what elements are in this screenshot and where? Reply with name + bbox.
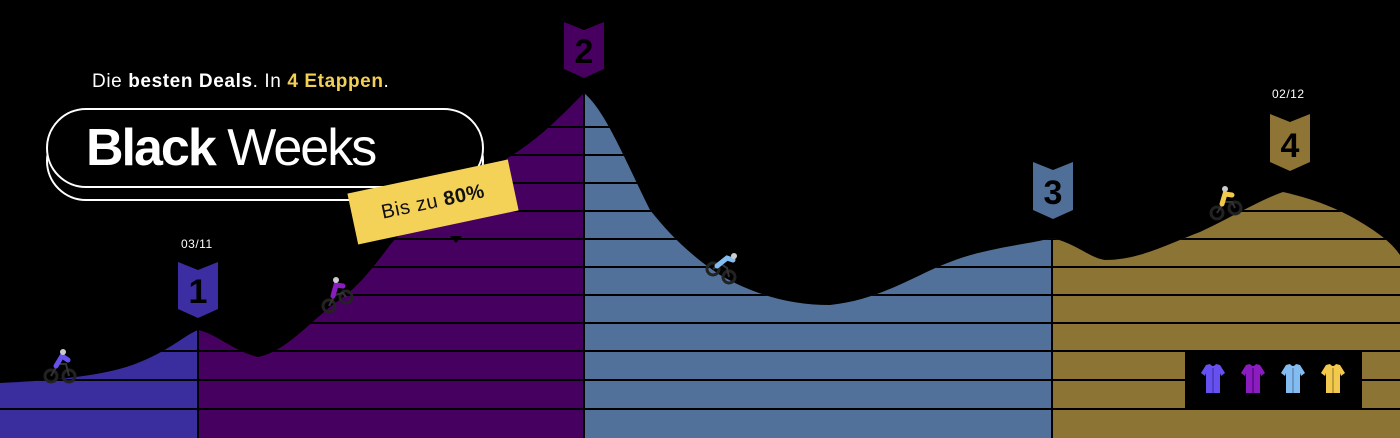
jersey-icons [1201, 364, 1345, 393]
stage-4-date: 02/12 [1272, 87, 1305, 101]
cyclist-icon [705, 253, 737, 285]
stage-2-number: 2 [575, 33, 594, 71]
stage-3-area [584, 93, 1052, 438]
tagline-bold: besten Deals [128, 71, 253, 92]
stage-1-date: 03/11 [181, 237, 213, 251]
tagline-highlight: 4 Etappen [287, 71, 384, 92]
title-bold: Black [86, 119, 217, 177]
tagline-suffix: . [383, 71, 390, 92]
deal-pointer [450, 236, 462, 243]
stage-3-number: 3 [1044, 174, 1063, 212]
cyclist-icon [321, 277, 354, 314]
jersey-panel[interactable] [1185, 350, 1362, 408]
stage-1-flag[interactable]: 1 [178, 262, 218, 318]
deal-value: 80% [441, 179, 487, 210]
cyclist-icon [43, 349, 77, 384]
jersey-yellow-icon[interactable] [1321, 364, 1345, 393]
title-pill [46, 108, 484, 188]
deal-prefix: Bis zu [379, 189, 441, 224]
stage-4-flag[interactable]: 4 [1270, 114, 1310, 171]
tagline: Die besten Deals. In 4 Etappen. [92, 71, 389, 93]
jersey-violet-icon[interactable] [1241, 364, 1265, 393]
tagline-prefix: Die [92, 71, 123, 92]
stage-3-flag[interactable]: 3 [1033, 162, 1073, 219]
cyclist-icon [1209, 186, 1243, 221]
jersey-purple-blue-icon[interactable] [1201, 364, 1225, 393]
jersey-light-blue-icon[interactable] [1281, 364, 1305, 393]
page-title: Black Weeks [86, 113, 377, 183]
stage-1-number: 1 [189, 273, 208, 311]
stage-2-flag[interactable]: 2 [564, 22, 604, 78]
tagline-mid: . In [252, 71, 282, 92]
stage-4-number: 4 [1281, 127, 1300, 165]
title-regular: Weeks [214, 119, 377, 177]
stage-1-area [0, 93, 198, 438]
